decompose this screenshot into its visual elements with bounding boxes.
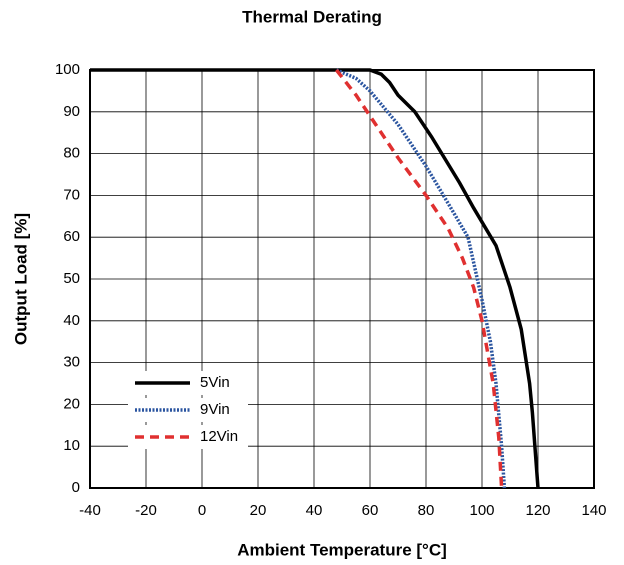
x-tick-label: 120 (525, 502, 550, 519)
x-tick-label: -40 (79, 502, 101, 519)
x-tick-label: 100 (469, 502, 494, 519)
y-tick-label: 100 (55, 61, 80, 78)
y-tick-label: 20 (63, 395, 80, 412)
chart-title: Thermal Derating (242, 7, 382, 26)
x-tick-label: -20 (135, 502, 157, 519)
y-tick-label: 90 (63, 103, 80, 120)
x-tick-label: 140 (581, 502, 606, 519)
x-tick-label: 40 (306, 502, 323, 519)
y-tick-label: 70 (63, 186, 80, 203)
series-line (335, 68, 507, 489)
x-tick-label: 60 (362, 502, 379, 519)
x-axis-label: Ambient Temperature [°C] (237, 540, 447, 559)
x-tick-label: 0 (198, 502, 206, 519)
y-tick-label: 50 (63, 270, 80, 287)
series-line (335, 68, 504, 489)
legend-label: 12Vin (200, 428, 238, 445)
y-tick-label: 80 (63, 145, 80, 162)
y-tick-label: 40 (63, 312, 80, 329)
y-tick-label: 10 (63, 437, 80, 454)
legend-label: 5Vin (200, 374, 230, 391)
y-tick-label: 30 (63, 354, 80, 371)
legend-label: 9Vin (200, 401, 230, 418)
y-tick-label: 60 (63, 228, 80, 245)
y-tick-label: 0 (72, 479, 80, 496)
x-tick-label: 20 (250, 502, 267, 519)
series-line (90, 68, 540, 489)
y-axis-label: Output Load [%] (11, 213, 30, 345)
x-tick-label: 80 (418, 502, 435, 519)
